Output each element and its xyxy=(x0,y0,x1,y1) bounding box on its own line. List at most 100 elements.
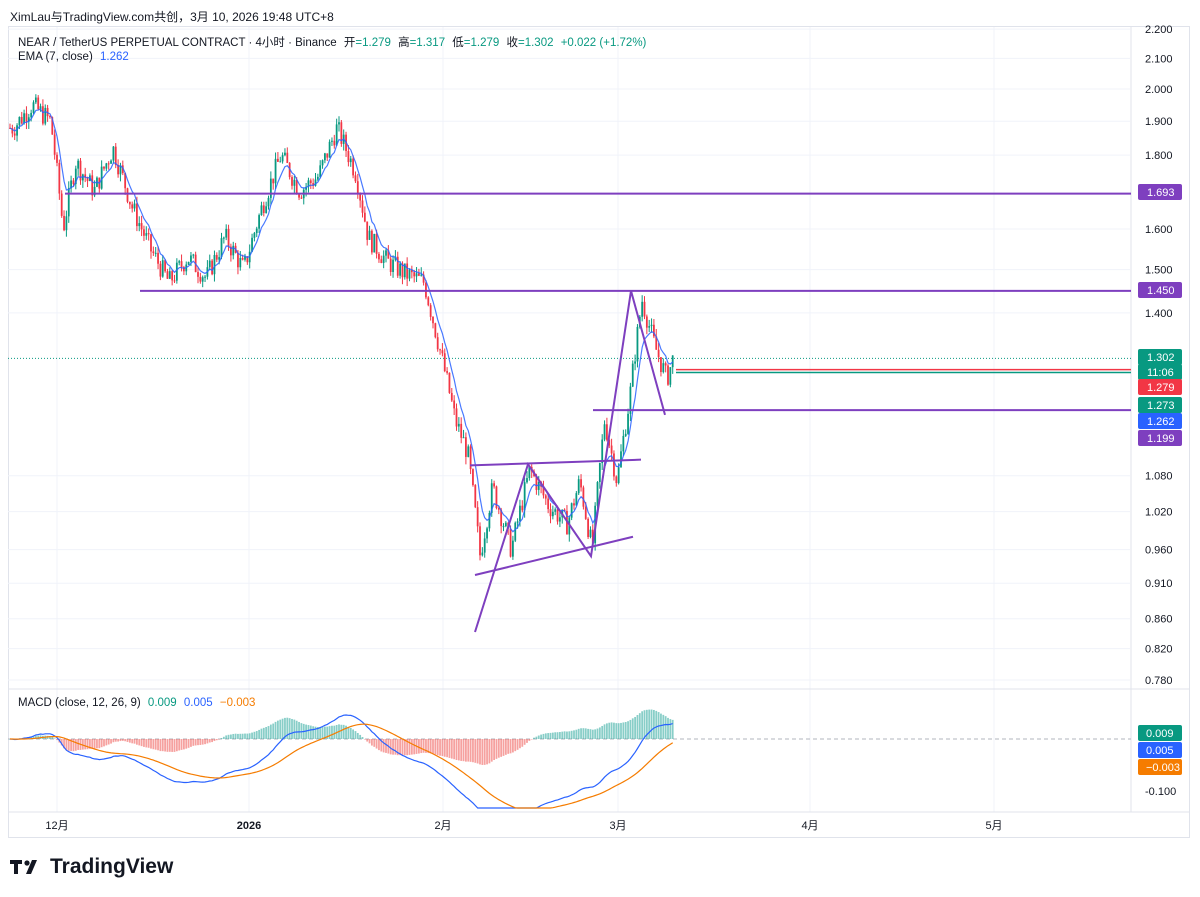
macd-histogram-bar xyxy=(535,736,538,739)
ema-value: 1.262 xyxy=(99,51,129,63)
macd-histogram-bar xyxy=(138,739,141,746)
price-axis: 2.200 2.100 2.000 1.900 1.800 1.600 1.500 1.400… xyxy=(1145,24,1173,687)
candle-body xyxy=(584,506,587,519)
macd-histogram-bar xyxy=(105,739,108,746)
macd-histogram-bar xyxy=(314,726,317,739)
macd-histogram-bar xyxy=(253,731,256,739)
candlesticks xyxy=(9,94,674,561)
macd-histogram-bar xyxy=(246,733,249,739)
macd-histogram-bar xyxy=(620,722,622,739)
candle-body xyxy=(655,336,658,350)
price-tag-label: 1.450 xyxy=(1147,285,1175,297)
price-axis-tick: 2.100 xyxy=(1145,53,1173,65)
macd-histogram-bar xyxy=(152,739,155,750)
macd-histogram-bar xyxy=(347,726,350,739)
macd-histogram-bar xyxy=(434,739,437,755)
candle-body xyxy=(542,486,545,496)
candle-body xyxy=(352,158,354,176)
time-axis-tick: 12月 xyxy=(45,820,68,832)
macd-histogram-bar xyxy=(385,739,387,753)
macd-histogram-bar xyxy=(232,733,235,739)
candle-body xyxy=(469,446,472,470)
candle-body xyxy=(629,386,632,414)
macd-histogram-bar xyxy=(382,739,385,753)
candle-body xyxy=(145,233,148,236)
candle-body xyxy=(74,168,77,185)
candle-body xyxy=(340,122,343,144)
macd-histogram-bar xyxy=(145,739,148,748)
candle-body xyxy=(474,485,477,508)
macd-histogram-bar xyxy=(288,718,291,739)
macd-histogram-bar xyxy=(500,739,503,757)
macd-histogram-bar xyxy=(474,739,477,763)
macd-histogram-bar xyxy=(669,719,672,739)
candle-body xyxy=(490,483,493,513)
candle-body xyxy=(589,529,592,537)
candle-body xyxy=(476,507,479,527)
macd-histogram-bar xyxy=(281,718,284,739)
macd-histogram-bar xyxy=(312,726,315,739)
macd-histogram-bar xyxy=(328,726,331,739)
time-axis-tick: 2026 xyxy=(237,820,261,832)
macd-histogram-bar xyxy=(629,719,632,739)
candle-body xyxy=(465,437,467,457)
ema-legend[interactable]: EMA (7, close) 1.262 xyxy=(18,51,133,63)
macd-histogram-bar xyxy=(662,714,665,739)
macd-histogram-bar xyxy=(472,739,474,763)
macd-histogram-bar xyxy=(497,739,500,758)
macd-histogram-bar xyxy=(159,739,162,752)
macd-histogram-bar xyxy=(568,731,571,739)
macd-histogram-bar xyxy=(89,739,91,749)
macd-histogram-bar xyxy=(533,737,535,739)
candle-body xyxy=(671,355,674,368)
candle-body xyxy=(121,165,124,174)
candle-body xyxy=(119,165,122,175)
macd-label: MACD (close, 12, 26, 9) xyxy=(18,697,141,709)
candle-body xyxy=(166,271,169,279)
price-axis-tick: 1.600 xyxy=(1145,224,1173,236)
macd-histogram-bar xyxy=(63,739,65,749)
macd-histogram-bar xyxy=(112,739,115,743)
macd-histogram-bar xyxy=(596,728,599,739)
macd-histogram-bar xyxy=(373,739,376,747)
macd-histogram-bar xyxy=(237,733,239,739)
macd-histogram-bar xyxy=(636,715,639,739)
chart-frame[interactable] xyxy=(8,26,1190,838)
macd-histogram-bar xyxy=(143,739,145,747)
candle-body xyxy=(519,505,521,522)
candle-body xyxy=(171,271,174,281)
macd-histogram-bar xyxy=(110,739,112,744)
macd-histogram-bar xyxy=(150,739,152,749)
macd-histogram-bar xyxy=(380,739,383,752)
candle-body xyxy=(514,522,517,541)
attribution-text: XimLau与TradingView.com共创，3月 10, 2026 19:… xyxy=(10,10,334,24)
macd-histogram-bar xyxy=(248,733,251,739)
tradingview-brand[interactable]: TradingView xyxy=(10,855,173,879)
macd-histogram-bar xyxy=(608,722,611,739)
macd-histogram-bar xyxy=(420,739,423,754)
candle-body xyxy=(42,106,44,124)
price-axis-tick: 2.200 xyxy=(1145,24,1173,36)
candle-body xyxy=(51,117,54,135)
macd-histogram-bar xyxy=(81,739,84,750)
macd-histogram-bar xyxy=(378,739,380,751)
macd-histogram-bar xyxy=(321,726,324,739)
candle-body xyxy=(131,204,134,209)
macd-histogram-bar xyxy=(432,739,434,754)
macd-legend[interactable]: MACD (close, 12, 26, 9) 0.009 0.005 −0.0… xyxy=(18,697,259,709)
candle-body xyxy=(448,372,451,393)
candle-body xyxy=(406,263,409,279)
macd-histogram-bar xyxy=(225,735,228,739)
macd-histogram-bar xyxy=(241,733,244,739)
macd-histogram-bar xyxy=(37,735,40,739)
symbol-title[interactable]: NEAR / TetherUS PERPETUAL CONTRACT · 4小时… xyxy=(18,37,337,49)
candle-body xyxy=(293,179,296,186)
price-axis-tick: 1.400 xyxy=(1145,308,1173,320)
macd-histogram-bar xyxy=(215,739,218,741)
macd-histogram-bar xyxy=(307,725,310,739)
macd-histogram-bar xyxy=(660,713,662,739)
macd-histogram-bar xyxy=(333,725,336,739)
candle-body xyxy=(13,133,16,136)
candle-body xyxy=(93,186,96,196)
